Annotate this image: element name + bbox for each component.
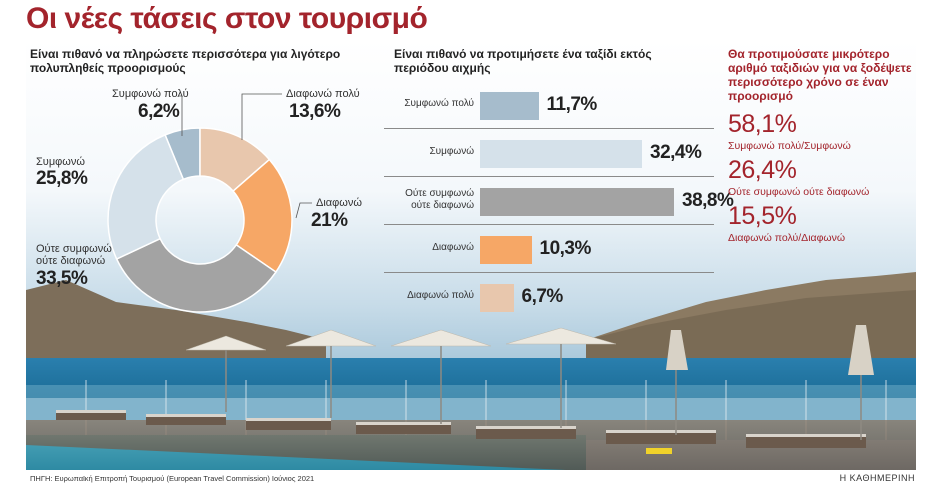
- bar-separator: [384, 224, 714, 225]
- pie-label-agree: Συμφωνώ: [36, 156, 85, 168]
- page-title: Οι νέες τάσεις στον τουρισμό: [26, 2, 428, 35]
- bar-row-neutral: Ούτε συμφωνώ ούτε διαφωνώ 38,8%: [384, 180, 734, 224]
- stat-label-disagree: Διαφωνώ πολύ/Διαφωνώ: [728, 232, 846, 244]
- bar-disagree: [480, 236, 532, 264]
- pie-value-disagree-strongly: 13,6%: [289, 101, 341, 122]
- pie-slice-disagree: [232, 158, 293, 274]
- bar-separator: [384, 128, 714, 129]
- bar-label-disagree-strongly: Διαφωνώ πολύ: [407, 290, 474, 301]
- pie-label-agree-strongly: Συμφωνώ πολύ: [112, 88, 189, 100]
- pie-chart: [100, 120, 300, 320]
- bar-label-disagree: Διαφωνώ: [432, 242, 474, 253]
- bar-separator: [384, 272, 714, 273]
- pie-label-disagree-strongly: Διαφωνώ πολύ: [286, 88, 360, 100]
- bar-value-neutral: 38,8%: [682, 190, 734, 211]
- bar-row-agree: Συμφωνώ 32,4%: [384, 132, 714, 176]
- brand-logo-text: Η ΚΑΘΗΜΕΡΙΝΗ: [839, 473, 915, 483]
- bar-agree: [480, 140, 642, 168]
- stat-value-disagree: 15,5%: [728, 202, 797, 230]
- pie-slice-agree: [107, 133, 185, 261]
- pie-slice-neutral: [115, 237, 277, 313]
- pie-value-agree: 25,8%: [36, 168, 88, 189]
- source-note: ΠΗΓΗ: Ευρωπαϊκή Επιτροπή Τουρισμού (Euro…: [30, 474, 315, 483]
- pie-label-disagree: Διαφωνώ: [316, 197, 362, 209]
- pie-question: Είναι πιθανό να πληρώσετε περισσότερα γι…: [30, 47, 341, 75]
- bar-value-agree-strongly: 11,7%: [546, 94, 598, 115]
- bar-label-agree: Συμφωνώ: [429, 146, 474, 157]
- bar-separator: [384, 176, 714, 177]
- stats-question: Θα προτιμούσατε μικρότερο αριθμό ταξιδιώ…: [728, 47, 912, 103]
- stat-value-neutral: 26,4%: [728, 156, 797, 184]
- bar-row-disagree-strongly: Διαφωνώ πολύ 6,7%: [384, 276, 714, 320]
- pie-value-agree-strongly: 6,2%: [138, 101, 180, 122]
- background-scene: [26, 40, 916, 470]
- bar-value-disagree: 10,3%: [539, 238, 592, 259]
- bar-label-agree-strongly: Συμφωνώ πολύ: [404, 98, 474, 109]
- pie-label-neutral: Ούτε συμφωνώ ούτε διαφωνώ: [36, 243, 112, 267]
- pie-value-neutral: 33,5%: [36, 268, 88, 289]
- bar-row-agree-strongly: Συμφωνώ πολύ 11,7%: [384, 84, 714, 128]
- bar-question: Είναι πιθανό να προτιμήσετε ένα ταξίδι ε…: [394, 47, 652, 75]
- stat-value-agree: 58,1%: [728, 110, 797, 138]
- bar-label-neutral: Ούτε συμφωνώ ούτε διαφωνώ: [405, 188, 474, 211]
- stat-label-neutral: Ούτε συμφωνώ ούτε διαφωνώ: [728, 186, 870, 198]
- bar-neutral: [480, 188, 674, 216]
- stat-label-agree: Συμφωνώ πολύ/Συμφωνώ: [728, 140, 851, 152]
- bar-agree-strongly: [480, 92, 539, 120]
- bar-row-disagree: Διαφωνώ 10,3%: [384, 228, 714, 272]
- bar-value-disagree-strongly: 6,7%: [521, 286, 564, 307]
- bar-value-agree: 32,4%: [650, 142, 702, 163]
- pie-value-disagree: 21%: [311, 210, 348, 231]
- bar-disagree-strongly: [480, 284, 514, 312]
